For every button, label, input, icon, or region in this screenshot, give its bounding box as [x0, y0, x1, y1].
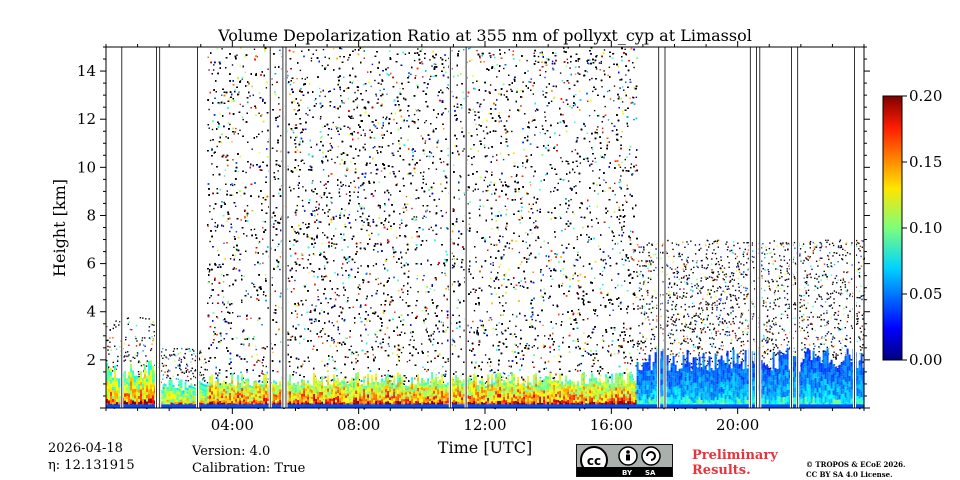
y-tick-label-1: 4: [86, 303, 96, 321]
meta-date-eta: 2026-04-18 η: 12.131915: [48, 440, 135, 474]
y-tick-label-2: 6: [86, 255, 96, 273]
x-tick-label-4: 20:00: [716, 416, 759, 434]
data-gaps: [120, 47, 856, 408]
colorbar-tick-label-0: 0.00: [909, 351, 942, 369]
version-text: Version: 4.0: [192, 443, 305, 460]
colorbar-tick-label-2: 0.10: [909, 219, 942, 237]
y-tick-label-4: 10: [77, 158, 96, 176]
data-region-0: [106, 317, 158, 409]
copyright-notice: © TROPOS & ECoE 2026. CC BY SA 4.0 Licen…: [806, 460, 905, 480]
x-tick-label-1: 08:00: [337, 416, 380, 434]
date-text: 2026-04-18: [48, 440, 135, 457]
colorbar: [882, 95, 903, 361]
preliminary-line2: Results.: [692, 463, 778, 478]
cc-by-text: BY: [622, 469, 632, 477]
data-region-1: [156, 347, 209, 410]
x-axis-label: Time [UTC]: [438, 438, 532, 457]
copyright-line1: © TROPOS & ECoE 2026.: [806, 460, 905, 470]
y-tick-label-6: 14: [77, 62, 96, 80]
x-tick-label-0: 04:00: [211, 416, 254, 434]
data-region-2: [207, 47, 638, 410]
colorbar-tick-label-1: 0.05: [909, 285, 942, 303]
y-tick-label-3: 8: [86, 206, 96, 224]
x-tick-label-2: 12:00: [463, 416, 506, 434]
meta-version-calibration: Version: 4.0 Calibration: True: [192, 443, 305, 477]
cc-icon: cc: [580, 446, 661, 474]
y-tick-label-0: 2: [86, 351, 96, 369]
y-axis: 2 4 6 8 10 12 14: [77, 46, 870, 409]
eta-text: η: 12.131915: [48, 457, 135, 474]
x-tick-label-3: 16:00: [590, 416, 633, 434]
colorbar-tick-label-3: 0.15: [909, 153, 942, 171]
colorbar-ticks: 0.00 0.05 0.10 0.15 0.20: [902, 87, 942, 369]
aerosol-layer-1: [156, 379, 209, 408]
y-tick-label-5: 12: [77, 110, 96, 128]
cc-license-badge: cc BY SA: [576, 444, 673, 477]
colorbar-tick-label-4: 0.20: [909, 87, 942, 105]
y-axis-label: Height [km]: [50, 179, 69, 277]
preliminary-results-label: Preliminary Results.: [692, 448, 778, 478]
plot-area: [106, 47, 866, 410]
copyright-line2: CC BY SA 4.0 License.: [806, 470, 905, 480]
x-axis: 04:00 08:00 12:00 16:00 20:00: [105, 41, 865, 434]
cc-sa-text: SA: [645, 469, 655, 477]
preliminary-line1: Preliminary: [692, 448, 778, 463]
chart-title: Volume Depolarization Ratio at 355 nm of…: [217, 26, 752, 45]
calibration-text: Calibration: True: [192, 460, 305, 477]
